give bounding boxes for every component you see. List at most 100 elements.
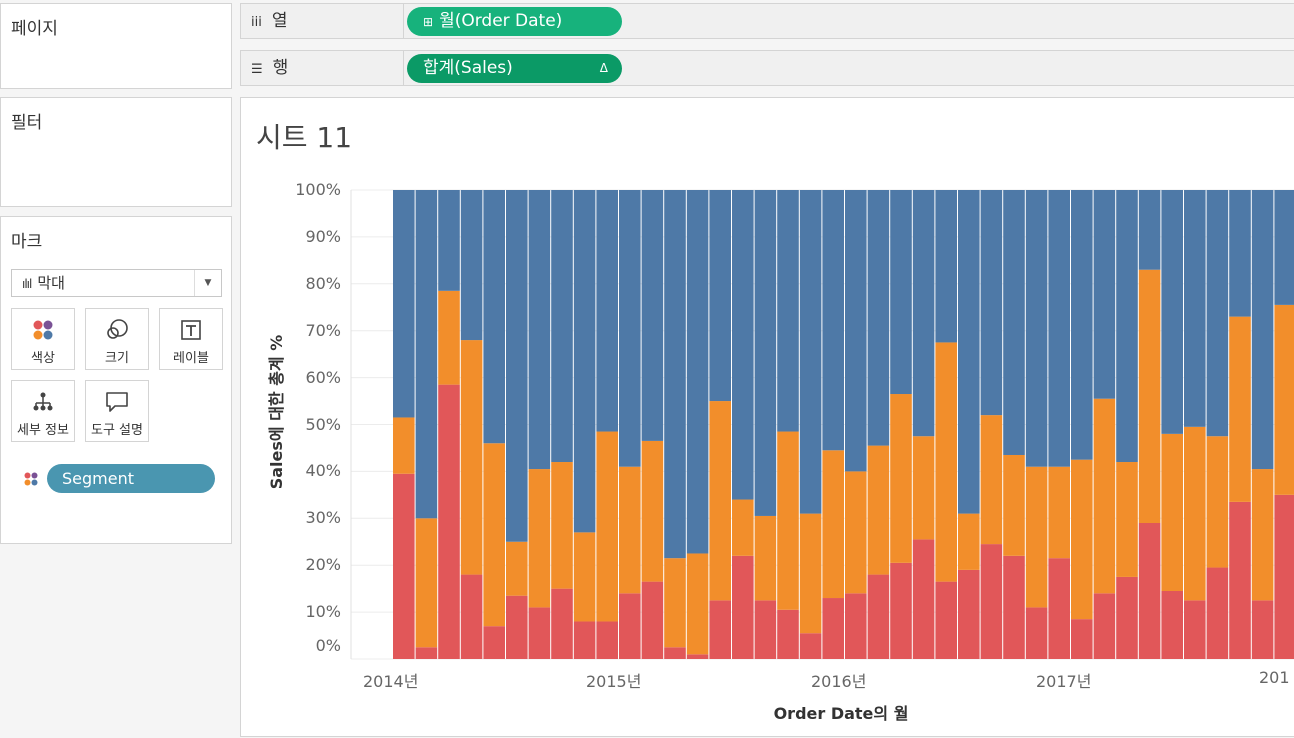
bar-segment[interactable] [506, 541, 528, 596]
bar-segment[interactable] [777, 190, 799, 432]
bar-segment[interactable] [1048, 466, 1070, 559]
tooltip-button[interactable]: 도구 설명 [85, 380, 149, 442]
bar-segment[interactable] [506, 190, 528, 542]
bar-segment[interactable] [438, 190, 460, 291]
bar-segment[interactable] [754, 190, 777, 516]
mark-type-dropdown[interactable]: ılıl 막대 ▼ [11, 269, 222, 297]
bar-segment[interactable] [845, 190, 867, 472]
bar-segment[interactable] [641, 440, 664, 582]
bar-segment[interactable] [664, 190, 686, 559]
bar-segment[interactable] [1116, 462, 1138, 577]
bar-segment[interactable] [641, 581, 664, 659]
sales-pill[interactable]: 합계(Sales) Δ [407, 54, 622, 83]
bar-segment[interactable] [528, 469, 551, 608]
bar-segment[interactable] [754, 600, 777, 659]
bar-segment[interactable] [551, 190, 573, 463]
bar-segment[interactable] [1093, 398, 1116, 594]
bar-segment[interactable] [980, 415, 1003, 545]
bar-segment[interactable] [1206, 436, 1229, 568]
size-button[interactable]: 크기 [85, 308, 149, 370]
bar-segment[interactable] [1229, 190, 1251, 317]
bar-segment[interactable] [1229, 316, 1251, 502]
bar-segment[interactable] [1251, 469, 1274, 601]
bar-segment[interactable] [890, 190, 912, 395]
bar-segment[interactable] [686, 654, 709, 659]
bar-segment[interactable] [958, 569, 980, 659]
bar-segment[interactable] [1003, 190, 1025, 455]
filters-card[interactable]: 필터 [0, 97, 232, 207]
bar-segment[interactable] [1251, 600, 1274, 659]
bar-segment[interactable] [393, 473, 415, 659]
bar-segment[interactable] [1206, 190, 1229, 437]
bar-segment[interactable] [1161, 433, 1183, 591]
bar-segment[interactable] [867, 190, 890, 446]
bar-segment[interactable] [1048, 558, 1070, 659]
bar-segment[interactable] [777, 431, 799, 610]
bar-segment[interactable] [686, 553, 709, 655]
bar-segment[interactable] [393, 190, 415, 418]
bar-segment[interactable] [709, 190, 731, 402]
bar-segment[interactable] [1071, 619, 1093, 659]
bar-segment[interactable] [460, 190, 483, 341]
bar-segment[interactable] [596, 431, 618, 622]
bar-segment[interactable] [1116, 576, 1138, 659]
bar-segment[interactable] [935, 190, 957, 343]
order-date-pill[interactable]: ⊞ 월(Order Date) [407, 7, 622, 36]
stacked-bar-chart[interactable] [241, 98, 1294, 738]
bar-segment[interactable] [1274, 494, 1294, 659]
bar-segment[interactable] [958, 190, 980, 514]
pages-card[interactable]: 페이지 [0, 3, 232, 89]
bar-segment[interactable] [935, 581, 957, 659]
bar-segment[interactable] [1116, 190, 1138, 463]
bar-segment[interactable] [415, 518, 438, 648]
bar-segment[interactable] [822, 190, 844, 451]
bar-segment[interactable] [799, 513, 822, 634]
bar-segment[interactable] [1003, 555, 1025, 659]
bar-segment[interactable] [1003, 454, 1025, 556]
bar-segment[interactable] [1138, 522, 1161, 659]
color-button[interactable]: 색상 [11, 308, 75, 370]
bar-segment[interactable] [438, 384, 460, 659]
bar-segment[interactable] [460, 574, 483, 659]
bar-segment[interactable] [732, 190, 754, 500]
bar-segment[interactable] [980, 544, 1003, 659]
bar-segment[interactable] [664, 558, 686, 648]
bar-segment[interactable] [732, 555, 754, 659]
bar-segment[interactable] [1025, 190, 1048, 467]
detail-button[interactable]: 세부 정보 [11, 380, 75, 442]
bar-segment[interactable] [664, 647, 686, 659]
bar-segment[interactable] [1161, 190, 1183, 434]
bar-segment[interactable] [506, 595, 528, 659]
bar-segment[interactable] [1184, 600, 1206, 659]
bar-segment[interactable] [1093, 593, 1116, 659]
bar-segment[interactable] [754, 515, 777, 601]
bar-segment[interactable] [483, 190, 505, 444]
bar-segment[interactable] [1274, 190, 1294, 305]
bar-segment[interactable] [980, 190, 1003, 416]
bar-segment[interactable] [1071, 459, 1093, 620]
bar-segment[interactable] [415, 190, 438, 519]
bar-segment[interactable] [799, 633, 822, 659]
bar-segment[interactable] [709, 600, 731, 659]
bar-segment[interactable] [596, 621, 618, 659]
bar-segment[interactable] [958, 513, 980, 570]
bar-segment[interactable] [709, 401, 731, 601]
bar-segment[interactable] [1093, 190, 1116, 399]
columns-shelf[interactable]: iii 열 ⊞ 월(Order Date) [240, 3, 1294, 39]
bar-segment[interactable] [573, 532, 596, 622]
bar-segment[interactable] [686, 190, 709, 554]
bar-segment[interactable] [619, 593, 641, 659]
bar-segment[interactable] [822, 598, 844, 659]
bar-segment[interactable] [393, 417, 415, 474]
bar-segment[interactable] [732, 499, 754, 556]
bar-segment[interactable] [483, 626, 505, 659]
bar-segment[interactable] [573, 621, 596, 659]
bar-segment[interactable] [641, 190, 664, 441]
bar-segment[interactable] [415, 647, 438, 659]
bar-segment[interactable] [845, 593, 867, 659]
bar-segment[interactable] [573, 190, 596, 533]
bar-segment[interactable] [867, 574, 890, 659]
bar-segment[interactable] [1184, 190, 1206, 427]
bar-segment[interactable] [890, 394, 912, 563]
bar-segment[interactable] [935, 342, 957, 582]
